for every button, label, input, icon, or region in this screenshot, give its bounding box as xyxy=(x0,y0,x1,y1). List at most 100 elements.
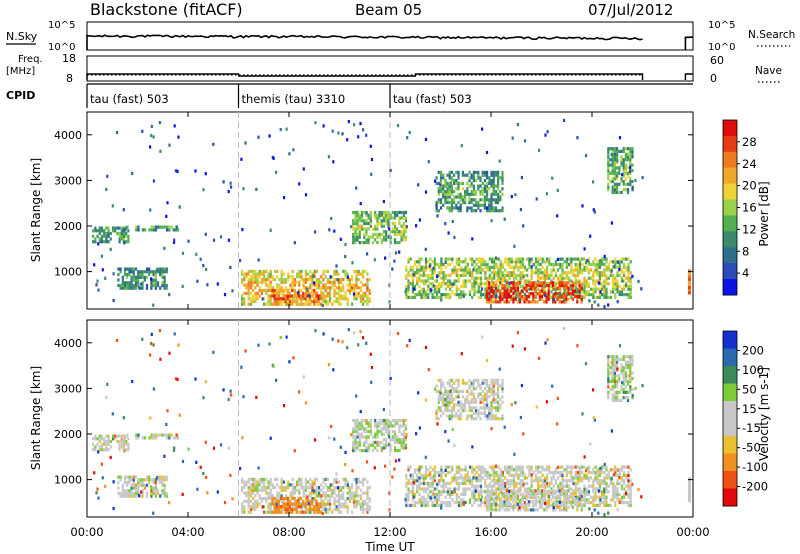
power-cell xyxy=(594,265,597,269)
velocity-cell xyxy=(130,478,133,482)
velocity-cell xyxy=(490,468,494,472)
velocity-cell xyxy=(365,421,368,425)
velocity-cell xyxy=(521,473,524,477)
velocity-cell xyxy=(546,468,549,472)
power-cell xyxy=(554,292,557,296)
power-cell xyxy=(418,279,421,283)
velocity-cell xyxy=(374,440,377,444)
velocity-cell xyxy=(514,491,517,496)
velocity-cell xyxy=(486,490,489,494)
velocity-cell xyxy=(526,490,529,494)
power-cell xyxy=(351,278,354,282)
velocity-cell xyxy=(247,499,250,503)
power-cell xyxy=(444,181,447,185)
power-cell xyxy=(512,268,516,272)
power-cell xyxy=(396,210,399,215)
velocity-cell xyxy=(385,446,388,450)
velocity-cell xyxy=(579,476,582,480)
power-cell xyxy=(93,263,96,267)
velocity-cell xyxy=(329,488,332,492)
power-cell xyxy=(637,279,640,283)
power-cell xyxy=(470,198,473,202)
power-cell xyxy=(354,216,357,220)
power-cell xyxy=(563,260,566,264)
power-cell xyxy=(354,213,357,217)
power-cell xyxy=(247,272,250,276)
power-cell xyxy=(159,149,162,153)
power-cell xyxy=(94,226,97,230)
velocity-cell xyxy=(449,481,452,486)
velocity-cell xyxy=(473,498,476,502)
power-cell xyxy=(515,265,518,269)
velocity-cell xyxy=(405,476,408,480)
power-cell xyxy=(333,229,336,233)
velocity-cell xyxy=(422,495,425,499)
velocity-cell xyxy=(407,465,410,469)
power-cell xyxy=(284,294,287,298)
velocity-cell xyxy=(346,480,349,484)
power-cell xyxy=(493,273,496,278)
velocity-cell xyxy=(376,449,379,453)
velocity-cell xyxy=(141,483,144,487)
velocity-cell xyxy=(504,468,507,472)
power-cell xyxy=(413,260,417,264)
power-cell xyxy=(299,288,303,293)
power-cell xyxy=(275,170,278,174)
power-cell xyxy=(598,287,601,291)
velocity-cell xyxy=(525,502,528,507)
power-cell xyxy=(601,293,604,297)
velocity-cell xyxy=(265,499,268,503)
velocity-cell xyxy=(583,490,586,494)
velocity-cell xyxy=(132,475,135,479)
power-cell xyxy=(501,294,504,299)
power-cell xyxy=(622,169,625,173)
velocity-cell xyxy=(482,470,485,475)
velocity-cell xyxy=(462,498,465,502)
velocity-cell xyxy=(565,498,568,502)
power-cell xyxy=(473,290,476,294)
power-cell xyxy=(396,232,399,236)
velocity-cell xyxy=(319,505,322,509)
power-cell xyxy=(271,278,274,282)
velocity-cell xyxy=(320,488,323,492)
power-cell xyxy=(490,179,493,183)
power-cell xyxy=(374,232,377,236)
power-cell xyxy=(348,286,351,290)
power-cell xyxy=(242,187,245,191)
power-cell xyxy=(300,299,303,304)
power-cell xyxy=(318,286,321,290)
power-cell xyxy=(439,206,443,210)
power-cell xyxy=(398,230,401,234)
velocity-cell xyxy=(405,473,408,477)
power-cell xyxy=(352,241,355,245)
power-cell xyxy=(587,260,590,264)
power-cell xyxy=(519,279,522,283)
velocity-cell xyxy=(554,500,557,504)
power-cell xyxy=(620,163,623,167)
power-cell xyxy=(291,286,294,290)
velocity-cell xyxy=(570,503,573,507)
velocity-cell xyxy=(514,505,517,509)
velocity-cell xyxy=(543,484,546,488)
power-cell xyxy=(150,225,153,229)
velocity-cell xyxy=(576,501,579,505)
power-cell xyxy=(134,281,138,285)
power-cell xyxy=(137,278,140,282)
power-cell xyxy=(119,267,122,271)
power-cell xyxy=(267,297,270,301)
velocity-cell xyxy=(107,437,110,441)
power-cell xyxy=(247,286,250,290)
velocity-cell xyxy=(530,494,533,498)
power-cell xyxy=(340,302,343,306)
power-cell xyxy=(521,287,524,291)
velocity-cell xyxy=(484,503,487,507)
power-cell xyxy=(362,283,365,287)
power-cell xyxy=(598,273,601,278)
velocity-cell xyxy=(342,477,345,481)
power-cell xyxy=(629,279,632,283)
velocity-cell xyxy=(141,481,144,485)
velocity-cell xyxy=(579,487,582,491)
power-cell xyxy=(450,187,453,191)
power-cell xyxy=(366,252,369,256)
power-cell xyxy=(105,234,108,238)
